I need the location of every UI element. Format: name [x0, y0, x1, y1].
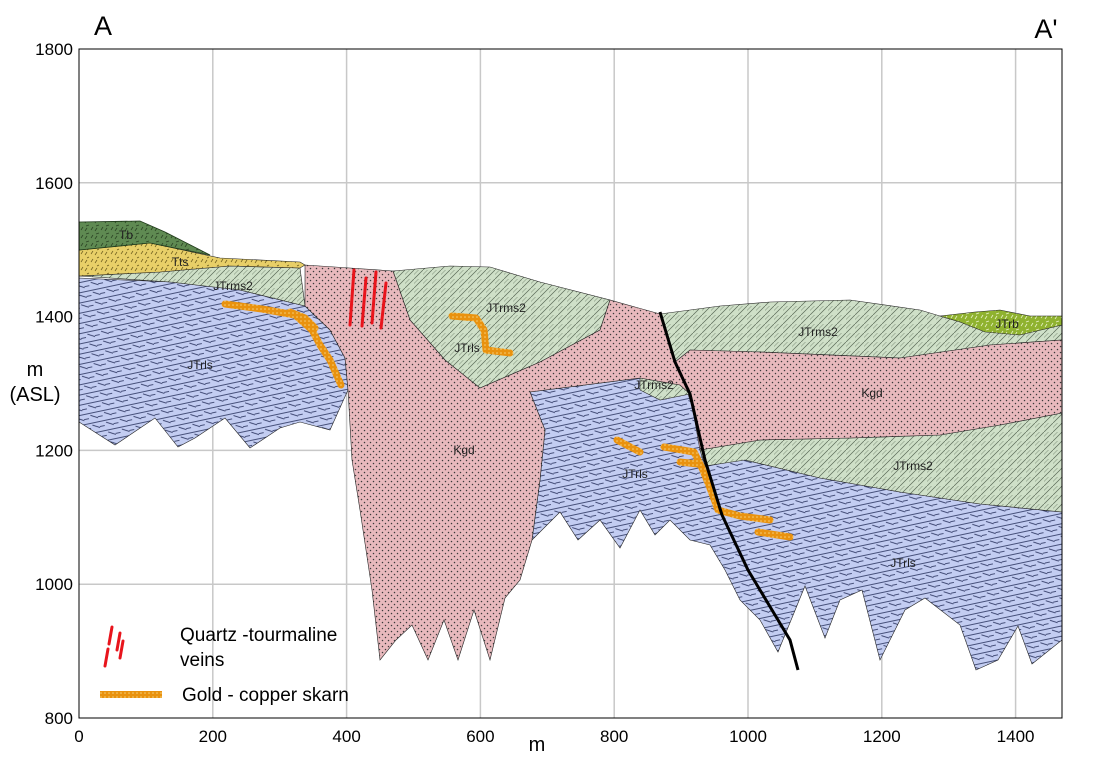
unit-label-jtrms2-lower: JTrms2	[893, 459, 933, 473]
skarn-west	[221, 300, 345, 389]
legend: Quartz -tourmaline veins Gold - copper s…	[100, 625, 349, 706]
x-tick-label: 800	[600, 727, 628, 746]
y-tick-label: 1800	[35, 40, 73, 59]
legend-skarn-symbol	[100, 691, 162, 698]
unit-label-jtrls-mid: JTrls	[622, 467, 648, 481]
legend-veins-label-line1: Quartz -tourmaline	[180, 625, 337, 646]
unit-kgd	[304, 264, 1063, 662]
unit-label-jtrms2-west: JTrms2	[213, 279, 253, 293]
x-tick-label: 200	[199, 727, 227, 746]
x-tick-label: 1400	[997, 727, 1035, 746]
unit-label-jtrls-west: JTrls	[187, 358, 213, 372]
x-tick-label: 1200	[863, 727, 901, 746]
skarn-east-d	[754, 528, 794, 541]
unit-label-jtrms2-center: JTrms2	[486, 301, 526, 315]
section-end-label: A'	[1034, 14, 1057, 44]
vein-line	[379, 281, 388, 330]
y-tick-label: 1200	[35, 441, 73, 460]
unit-label-tb: Tb	[119, 228, 133, 242]
y-tick-label: 1000	[35, 575, 73, 594]
unit-label-jtrls-east: JTrls	[890, 556, 916, 570]
x-tick-label: 600	[466, 727, 494, 746]
unit-label-jtrls-center: JTrls	[454, 341, 480, 355]
vein-line	[370, 270, 378, 325]
y-tick-label: 800	[45, 709, 73, 728]
unit-label-jtrms2-east: JTrms2	[798, 325, 838, 339]
vein-line	[348, 268, 356, 327]
x-tick-label: 400	[332, 727, 360, 746]
skarn-east-c	[676, 458, 702, 468]
y-axis-label-datum: (ASL)	[9, 384, 60, 406]
skarn-east-b	[660, 443, 774, 524]
fault-line	[658, 311, 800, 671]
y-axis-ticks: 800 1000 1200 1400 1600 1800	[35, 40, 73, 728]
skarn-center	[448, 312, 514, 357]
x-tick-label: 0	[74, 727, 83, 746]
legend-veins-label-line2: veins	[180, 650, 224, 671]
plot-frame	[78, 48, 1063, 719]
y-axis-label-unit: m	[27, 359, 44, 381]
skarn-west-branch	[286, 308, 319, 332]
unit-label-tts: Tts	[172, 255, 189, 269]
skarn-east-a	[613, 436, 644, 456]
y-tick-label: 1400	[35, 308, 73, 327]
unit-label-kgd-east: Kgd	[861, 386, 882, 400]
x-axis-label: m	[529, 734, 546, 756]
unit-label-jtrb: JTrb	[995, 317, 1019, 331]
quartz-tourmaline-veins	[348, 268, 388, 330]
legend-skarn-label: Gold - copper skarn	[182, 685, 349, 706]
unit-tts	[78, 242, 306, 277]
section-start-label: A	[94, 11, 112, 41]
unit-label-kgd-center: Kgd	[453, 443, 474, 457]
y-tick-label: 1600	[35, 174, 73, 193]
legend-veins-symbol	[103, 625, 125, 668]
x-axis-ticks: 0 200 400 600 800 1000 1200 1400	[74, 727, 1034, 746]
x-tick-label: 1000	[729, 727, 767, 746]
unit-label-jtrms2-mid: JTrms2	[634, 378, 674, 392]
skarn-bodies	[221, 300, 794, 541]
vein-line	[360, 276, 368, 328]
